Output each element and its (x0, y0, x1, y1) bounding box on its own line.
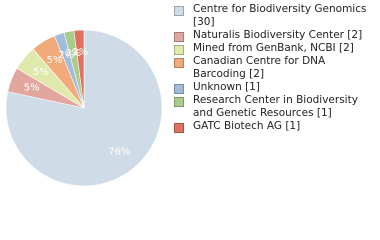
legend-item: Centre for Biodiversity Genomics [30] (172, 3, 372, 29)
legend-item: GATC Biotech AG [1] (172, 120, 372, 133)
value-label: 5% (47, 55, 63, 66)
legend: Centre for Biodiversity Genomics [30] Nat… (172, 3, 372, 133)
legend-label: Research Center in Biodiversity and Gene… (193, 94, 358, 119)
value-label: 2% (65, 48, 81, 59)
legend-swatch (174, 6, 184, 16)
pie-slice (73, 29, 85, 109)
value-label: 76% (108, 147, 130, 158)
value-label: 5% (33, 67, 49, 78)
value-label: 5% (24, 83, 40, 94)
legend-label: Unknown [1] (193, 81, 260, 93)
legend-item: Naturalis Biodiversity Center [2] (172, 29, 372, 42)
legend-item: Research Center in Biodiversity and Gene… (172, 94, 372, 120)
legend-label: Canadian Centre for DNA Barcoding [2] (193, 55, 326, 80)
pie-chart: 76%5%5%5%2%2%2% (5, 29, 163, 187)
value-label: 2% (58, 50, 74, 61)
legend-swatch (174, 45, 184, 55)
legend-swatch (174, 58, 184, 68)
legend-label: Naturalis Biodiversity Center [2] (193, 29, 363, 41)
legend-swatch (174, 84, 184, 94)
legend-label: GATC Biotech AG [1] (193, 120, 301, 132)
value-label: 2% (72, 47, 88, 58)
legend-item: Canadian Centre for DNA Barcoding [2] (172, 55, 372, 81)
legend-label: Centre for Biodiversity Genomics [30] (193, 3, 367, 28)
legend-label: Mined from GenBank, NCBI [2] (193, 42, 354, 54)
legend-swatch (174, 32, 184, 42)
legend-swatch (174, 123, 184, 133)
legend-item: Mined from GenBank, NCBI [2] (172, 42, 372, 55)
legend-item: Unknown [1] (172, 81, 372, 94)
legend-swatch (174, 97, 184, 107)
